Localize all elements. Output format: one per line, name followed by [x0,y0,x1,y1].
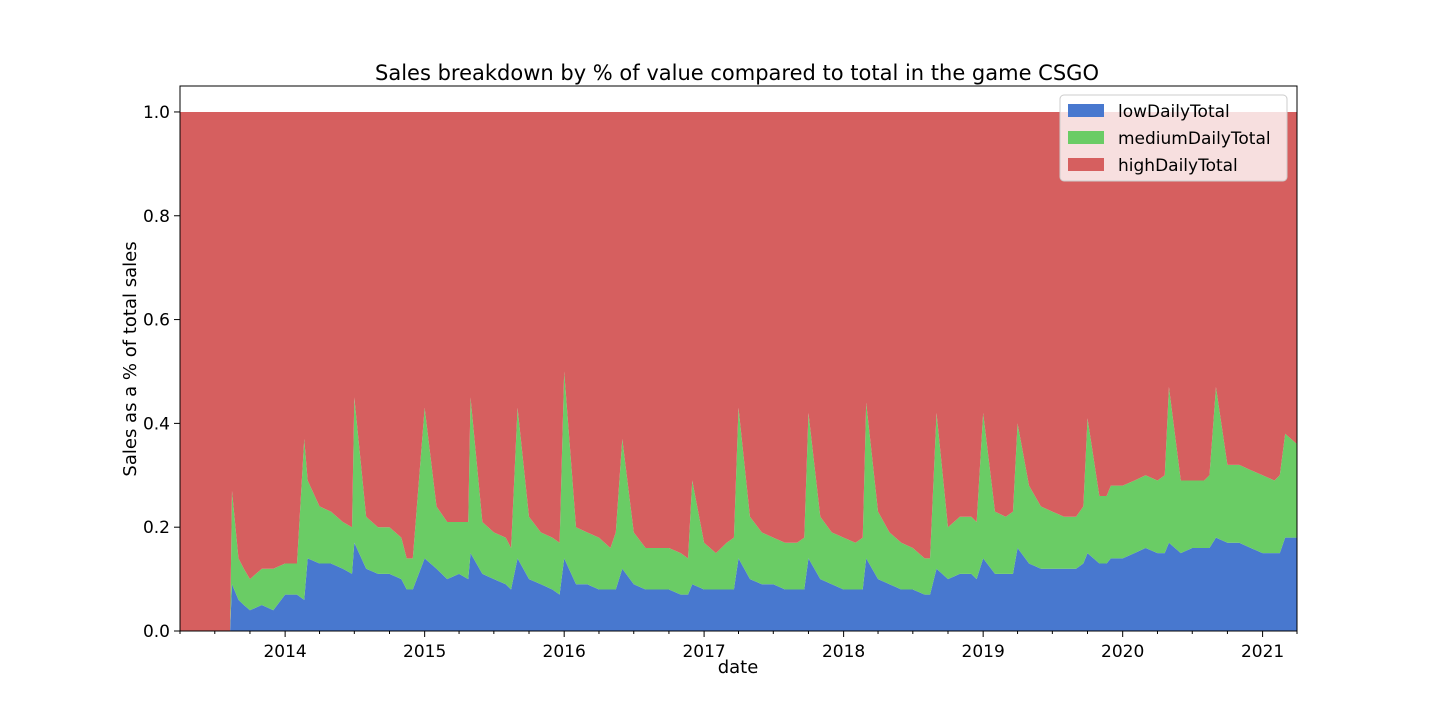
legend: lowDailyTotal mediumDailyTotal highDailyTo… [1059,94,1288,182]
y-tick-label: 0.0 [143,622,170,642]
chart-title: Sales breakdown by % of value compared t… [375,61,1099,85]
area-series-highDailyTotal [180,111,1297,631]
legend-swatch-lowDailyTotal [1068,104,1104,117]
area-series-lowDailyTotal [180,537,1297,631]
x-tick-label: 2021 [1241,642,1284,662]
x-tick-label: 2019 [962,642,1005,662]
x-axis: 2014 2015 2016 2017 2018 2019 2020 2021 [179,631,1298,662]
y-tick-label: 0.8 [143,207,170,227]
x-tick-label: 2014 [263,642,306,662]
y-axis: 0.0 0.2 0.4 0.6 0.8 1.0 [143,103,180,642]
y-tick-label: 0.2 [143,518,170,538]
legend-label: mediumDailyTotal [1118,129,1271,149]
x-tick-label: 2015 [403,642,446,662]
legend-label: highDailyTotal [1118,156,1238,176]
legend-swatch-mediumDailyTotal [1068,131,1104,144]
legend-swatch-highDailyTotal [1068,158,1104,171]
legend-label: lowDailyTotal [1118,102,1230,122]
x-tick-label: 2016 [543,642,586,662]
x-tick-label: 2018 [822,642,865,662]
plot-area [180,111,1297,631]
area-series-mediumDailyTotal [180,371,1297,631]
x-axis-label: date [718,657,759,678]
y-tick-label: 1.0 [143,103,170,123]
y-tick-label: 0.4 [143,414,170,434]
y-axis-label: Sales as a % of total sales [120,241,141,476]
x-tick-label: 2017 [682,642,725,662]
y-tick-label: 0.6 [143,311,170,331]
x-tick-label: 2020 [1101,642,1144,662]
legend-box [1059,94,1288,182]
